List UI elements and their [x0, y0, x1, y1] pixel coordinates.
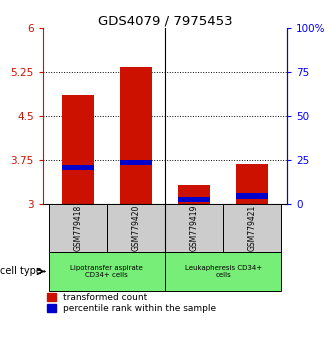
- Bar: [178, 185, 210, 204]
- Bar: [223, 204, 281, 252]
- Bar: [49, 252, 165, 291]
- Text: cell type: cell type: [0, 267, 42, 276]
- Bar: [165, 204, 223, 252]
- Bar: [120, 68, 152, 204]
- Bar: [236, 164, 268, 204]
- Bar: [165, 252, 281, 291]
- Bar: [107, 204, 165, 252]
- Text: Lipotransfer aspirate
CD34+ cells: Lipotransfer aspirate CD34+ cells: [71, 265, 143, 278]
- Text: GSM779418: GSM779418: [73, 205, 82, 251]
- Bar: [62, 96, 94, 204]
- Bar: [49, 204, 107, 252]
- Title: GDS4079 / 7975453: GDS4079 / 7975453: [98, 14, 232, 27]
- Legend: transformed count, percentile rank within the sample: transformed count, percentile rank withi…: [48, 293, 216, 313]
- Text: GSM779420: GSM779420: [131, 205, 141, 251]
- Bar: [120, 160, 152, 165]
- Bar: [62, 165, 94, 170]
- Bar: [236, 193, 268, 199]
- Text: GSM779419: GSM779419: [189, 205, 199, 251]
- Bar: [178, 197, 210, 202]
- Text: Leukapheresis CD34+
cells: Leukapheresis CD34+ cells: [184, 265, 262, 278]
- Text: GSM779421: GSM779421: [248, 205, 257, 251]
